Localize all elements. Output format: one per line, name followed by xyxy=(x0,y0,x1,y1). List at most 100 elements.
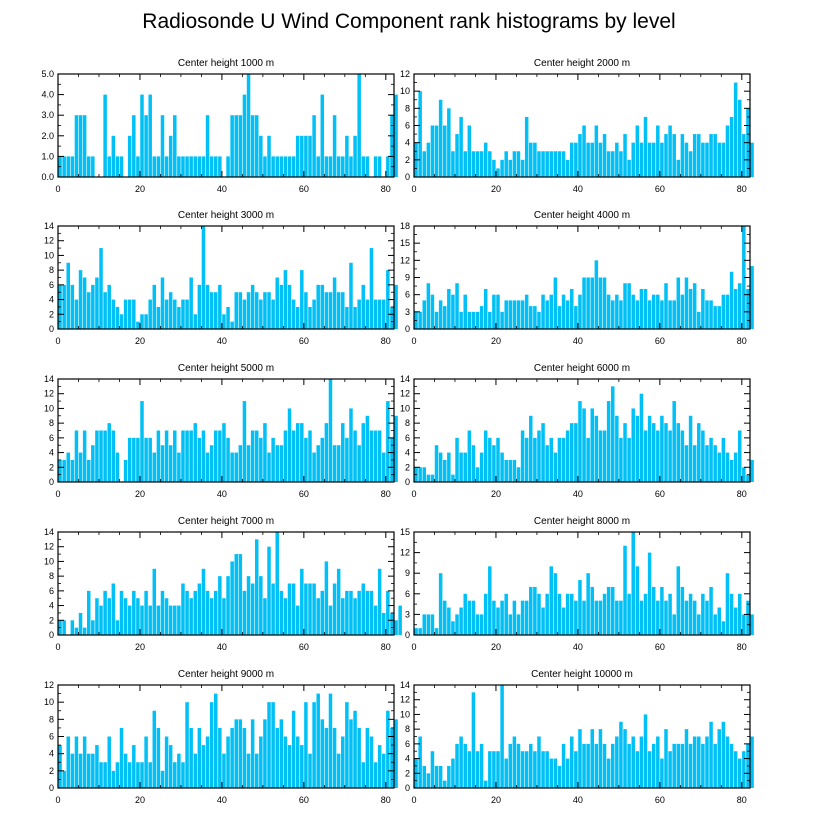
histogram-bar xyxy=(742,467,746,482)
histogram-bar xyxy=(119,590,124,635)
histogram-bar xyxy=(82,277,87,329)
histogram-bar xyxy=(524,437,529,482)
histogram-bar xyxy=(570,593,574,635)
histogram-bar xyxy=(422,151,426,177)
histogram-bar xyxy=(430,294,435,329)
histogram-bar xyxy=(201,156,206,177)
histogram-bar xyxy=(434,311,439,329)
histogram-bar xyxy=(291,430,296,482)
histogram-bar xyxy=(259,736,263,788)
histogram-bar xyxy=(598,142,603,177)
histogram-bar xyxy=(664,423,668,482)
histogram-bar xyxy=(602,277,607,329)
histogram-bar xyxy=(418,628,422,635)
histogram-bar xyxy=(353,306,357,329)
histogram-bar xyxy=(238,445,243,482)
histogram-bar xyxy=(140,605,144,635)
histogram-bar xyxy=(557,306,562,329)
histogram-bar xyxy=(684,445,689,482)
histogram-bar xyxy=(279,590,284,635)
histogram-bar xyxy=(218,156,222,177)
y-tick-label: 9 xyxy=(405,568,410,578)
y-tick-label: 14 xyxy=(44,221,54,231)
histogram-bar xyxy=(136,598,140,635)
histogram-bar xyxy=(483,430,488,482)
histogram-bar xyxy=(426,773,431,788)
panel-title: Center height 2000 m xyxy=(534,58,630,69)
histogram-bar xyxy=(103,762,107,788)
histogram-bar xyxy=(234,452,238,482)
histogram-bar xyxy=(185,156,189,177)
histogram-bar xyxy=(717,306,722,329)
histogram-bar xyxy=(341,598,345,635)
histogram-bar xyxy=(656,125,660,177)
histogram-bar xyxy=(508,159,513,177)
histogram-bar xyxy=(242,94,247,177)
histogram-bar xyxy=(291,156,296,177)
histogram-bar xyxy=(500,159,504,177)
histogram-bar xyxy=(300,423,304,482)
histogram-bar xyxy=(545,751,549,788)
histogram-bar xyxy=(635,300,640,329)
histogram-bar xyxy=(308,753,312,788)
histogram-bar xyxy=(459,116,463,177)
histogram-bar xyxy=(455,743,459,788)
histogram-bar xyxy=(738,430,742,482)
histogram-bar xyxy=(668,430,672,482)
histogram-bar xyxy=(349,408,353,482)
histogram-bar xyxy=(189,277,193,329)
histogram-bar xyxy=(148,762,152,788)
histogram-bar xyxy=(86,459,91,482)
y-tick-label: 10 xyxy=(44,403,54,413)
histogram-bar xyxy=(500,311,504,329)
histogram-bar xyxy=(504,459,508,482)
histogram-bar xyxy=(541,607,545,635)
histogram-bar xyxy=(627,159,631,177)
histogram-bar xyxy=(545,593,549,635)
histogram-bar xyxy=(386,710,390,788)
histogram-bar xyxy=(668,300,672,329)
x-tick-label: 80 xyxy=(737,642,747,652)
histogram-bar xyxy=(492,600,496,635)
histogram-bar xyxy=(349,719,353,788)
x-tick-label: 60 xyxy=(655,336,665,346)
histogram-bar xyxy=(205,284,210,329)
y-tick-label: 0 xyxy=(49,324,54,334)
histogram-bar xyxy=(349,262,353,329)
histogram-bar xyxy=(82,115,87,177)
histogram-bar xyxy=(189,156,193,177)
histogram-bar xyxy=(283,598,288,635)
histogram-bar xyxy=(66,452,70,482)
histogram-bar xyxy=(475,614,480,635)
histogram-bar xyxy=(160,770,165,788)
histogram-bar xyxy=(574,751,578,788)
histogram-bar xyxy=(86,753,91,788)
histogram-bar xyxy=(283,270,288,329)
histogram-bar xyxy=(209,156,214,177)
histogram-bar xyxy=(197,156,202,177)
histogram-bar xyxy=(479,306,484,329)
histogram-panel: Center height 5000 m 0 20 40 60 80 0 2 4 6 8 10 12 14 xyxy=(44,363,398,499)
histogram-bar xyxy=(602,134,607,177)
histogram-bar xyxy=(386,401,390,482)
histogram-bar xyxy=(492,751,496,788)
histogram-bar xyxy=(516,743,521,788)
histogram-bar xyxy=(606,758,611,788)
histogram-bar xyxy=(369,248,374,329)
histogram-bar xyxy=(557,437,562,482)
histogram-bar xyxy=(127,605,132,635)
x-tick-label: 80 xyxy=(381,336,391,346)
histogram-bar xyxy=(717,142,722,177)
histogram-bar xyxy=(651,142,656,177)
histogram-bar xyxy=(643,593,648,635)
histogram-bar xyxy=(701,743,705,788)
histogram-bar xyxy=(214,292,218,329)
histogram-bar xyxy=(529,415,533,482)
histogram-bar xyxy=(250,719,255,788)
histogram-bar xyxy=(230,115,234,177)
histogram-bar xyxy=(205,115,210,177)
histogram-bar xyxy=(82,627,87,635)
histogram-bar xyxy=(496,607,500,635)
y-tick-label: 6 xyxy=(405,290,410,300)
x-tick-label: 0 xyxy=(55,184,60,194)
